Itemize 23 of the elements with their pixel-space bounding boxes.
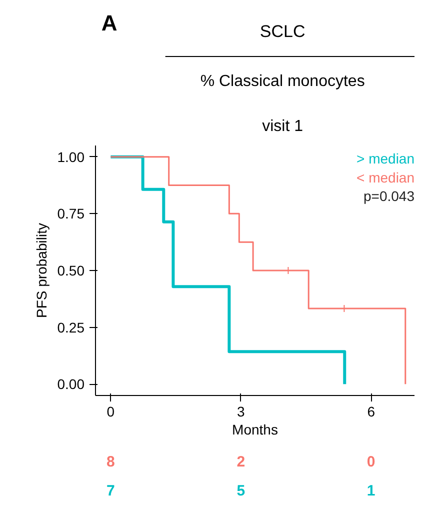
y-axis-title: PFS probability	[33, 223, 50, 318]
y-tick-label: 0.00	[57, 376, 85, 392]
text: 7	[106, 482, 115, 500]
text: 8	[106, 453, 115, 470]
y-tick-label: 0.75	[57, 206, 85, 222]
annotation: p=0.043	[364, 188, 415, 204]
chart-subtitle: % Classical monocytes	[200, 73, 365, 90]
text: 0	[366, 453, 376, 470]
x-tick-label: 3	[237, 404, 245, 420]
x-axis-title: Months	[232, 422, 278, 438]
text: < median	[356, 169, 414, 186]
text: 5	[236, 482, 246, 500]
y-tick-label: 0.50	[57, 262, 85, 278]
text: 2	[236, 453, 246, 470]
text: 1	[366, 482, 376, 500]
y-tick-label: 0.25	[57, 319, 85, 336]
x-tick-label: 6	[367, 404, 376, 420]
chart-title: SCLC	[260, 22, 306, 41]
x-tick-label: 0	[106, 404, 115, 420]
text: > median	[356, 150, 414, 167]
y-tick-label: 1.00	[57, 148, 85, 165]
text: A	[101, 10, 118, 36]
text: visit 1	[262, 118, 304, 135]
